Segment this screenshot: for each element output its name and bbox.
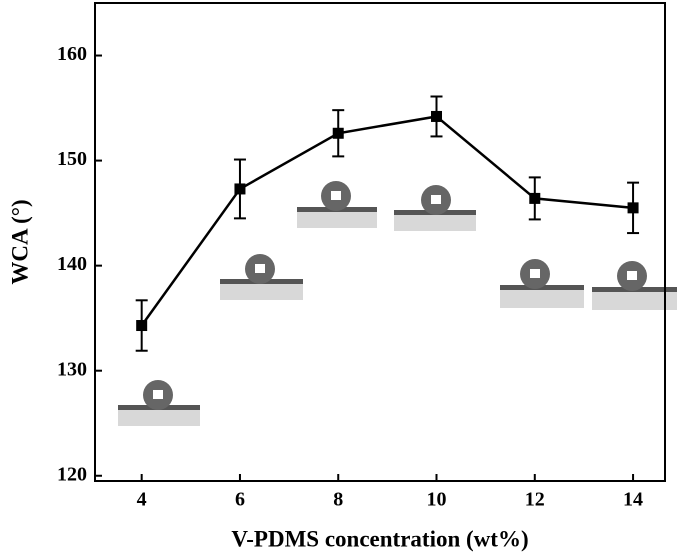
x-tick-label: 10 xyxy=(427,489,447,511)
data-point xyxy=(234,183,246,195)
droplet-insets xyxy=(118,181,677,426)
x-tick-label: 6 xyxy=(235,489,245,511)
data-point xyxy=(529,192,541,204)
x-axis-label: V-PDMS concentration (wt%) xyxy=(231,526,528,551)
data-line xyxy=(140,115,634,327)
y-tick-label: 150 xyxy=(57,148,87,170)
plot-frame xyxy=(94,2,666,482)
data-point xyxy=(431,110,443,122)
x-tick-label: 8 xyxy=(333,489,343,511)
x-tick-label: 4 xyxy=(137,489,147,511)
y-tick-label: 160 xyxy=(57,43,87,65)
x-tick-label: 12 xyxy=(525,489,545,511)
y-tick-label: 120 xyxy=(57,463,87,485)
y-tick-label: 140 xyxy=(57,253,87,275)
x-tick-label: 14 xyxy=(623,489,643,511)
y-tick-label: 130 xyxy=(57,358,87,380)
y-axis-label: WCA (°) xyxy=(7,199,32,284)
data-point xyxy=(332,127,344,139)
data-point xyxy=(627,202,639,214)
data-point xyxy=(136,320,148,332)
